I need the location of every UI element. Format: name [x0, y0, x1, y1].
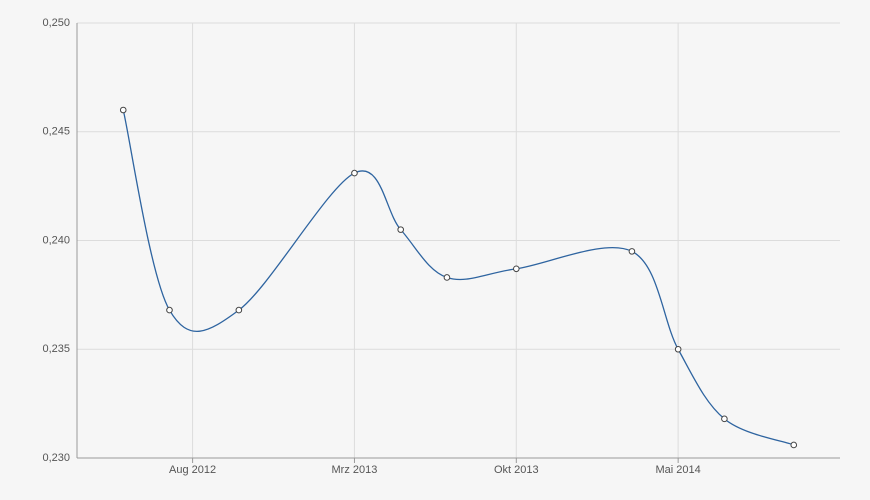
marker — [674, 345, 682, 353]
marker — [235, 306, 243, 314]
y-tick-label: 0,230 — [42, 452, 70, 464]
x-tick-label: Okt 2013 — [494, 464, 539, 476]
marker — [443, 274, 451, 281]
x-tick-label: Mrz 2013 — [332, 464, 378, 476]
marker — [790, 441, 798, 449]
y-tick-label: 0,250 — [42, 17, 70, 29]
marker — [397, 226, 404, 233]
marker — [628, 248, 636, 255]
y-tick-label: 0,235 — [42, 343, 70, 355]
marker — [166, 306, 173, 314]
marker — [351, 169, 358, 177]
marker — [513, 265, 520, 273]
x-tick-label: Mai 2014 — [656, 464, 701, 476]
x-tick-label: Aug 2012 — [169, 464, 216, 476]
y-tick-label: 0,245 — [42, 126, 70, 138]
marker — [721, 415, 728, 423]
marker — [119, 106, 127, 114]
y-tick-label: 0,240 — [42, 234, 70, 246]
